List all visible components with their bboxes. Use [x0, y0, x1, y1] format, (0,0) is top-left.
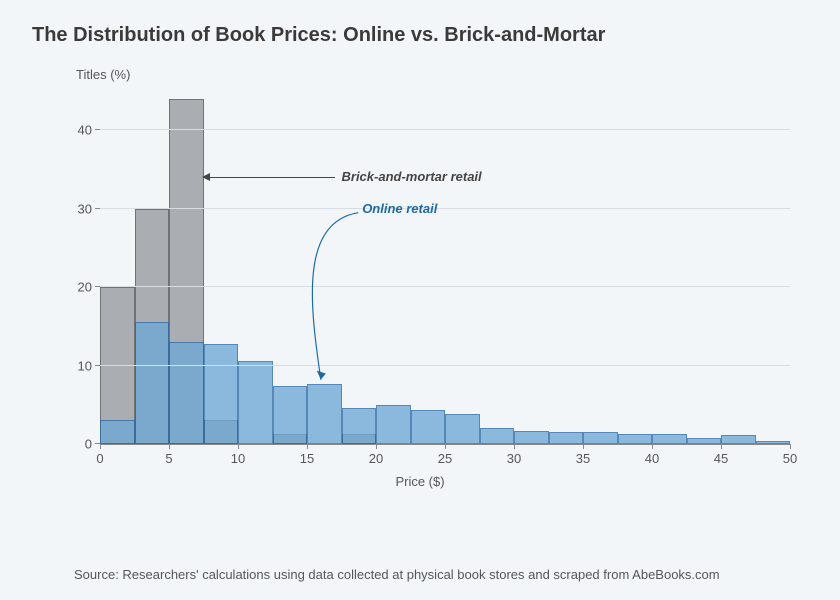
y-tick-mark	[95, 208, 100, 209]
annotation-brick: Brick-and-mortar retail	[342, 169, 482, 184]
x-tick-mark	[169, 444, 170, 449]
plot-region: 01020304005101520253035404550 Brick-and-…	[100, 91, 790, 445]
online-bar	[445, 414, 480, 444]
online-bar	[376, 405, 411, 444]
x-tick-mark	[307, 444, 308, 449]
chart-title: The Distribution of Book Prices: Online …	[32, 24, 808, 47]
x-tick-mark	[445, 444, 446, 449]
bars-online	[100, 91, 790, 444]
gridline	[100, 129, 790, 130]
x-tick-mark	[652, 444, 653, 449]
chart-area: Titles (%) 01020304005101520253035404550…	[32, 67, 808, 497]
x-tick-label: 25	[438, 451, 452, 466]
x-tick-label: 5	[165, 451, 172, 466]
y-tick-label: 0	[62, 437, 92, 452]
online-bar	[721, 435, 756, 444]
x-tick-label: 0	[96, 451, 103, 466]
x-tick-label: 35	[576, 451, 590, 466]
source-text: Source: Researchers' calculations using …	[74, 567, 720, 582]
x-axis-label: Price ($)	[395, 474, 444, 489]
arrow-head-icon	[202, 173, 210, 181]
online-bar	[618, 434, 653, 444]
online-bar	[238, 361, 273, 444]
y-axis-label: Titles (%)	[76, 67, 130, 82]
x-tick-mark	[514, 444, 515, 449]
online-bar	[583, 432, 618, 444]
online-bar	[687, 438, 722, 444]
x-tick-mark	[238, 444, 239, 449]
online-bar	[307, 384, 342, 444]
y-tick-label: 30	[62, 201, 92, 216]
x-tick-mark	[376, 444, 377, 449]
arrow-line	[210, 177, 335, 178]
y-tick-mark	[95, 129, 100, 130]
online-bar	[169, 342, 204, 444]
x-tick-label: 50	[783, 451, 797, 466]
x-tick-mark	[100, 444, 101, 449]
online-bar	[756, 441, 791, 444]
annotation-online: Online retail	[362, 201, 437, 216]
online-bar	[480, 428, 515, 444]
x-tick-label: 20	[369, 451, 383, 466]
online-bar	[411, 410, 446, 445]
online-bar	[100, 420, 135, 444]
chart-container: The Distribution of Book Prices: Online …	[0, 0, 840, 600]
x-tick-label: 40	[645, 451, 659, 466]
online-bar	[135, 322, 170, 444]
x-tick-label: 15	[300, 451, 314, 466]
online-bar	[514, 431, 549, 444]
gridline	[100, 208, 790, 209]
y-tick-label: 40	[62, 123, 92, 138]
x-tick-label: 45	[714, 451, 728, 466]
y-tick-label: 10	[62, 358, 92, 373]
gridline	[100, 365, 790, 366]
y-tick-mark	[95, 365, 100, 366]
online-bar	[342, 408, 377, 444]
x-tick-mark	[790, 444, 791, 449]
y-tick-mark	[95, 286, 100, 287]
online-bar	[549, 432, 584, 444]
x-tick-label: 10	[231, 451, 245, 466]
x-tick-mark	[721, 444, 722, 449]
online-bar	[273, 386, 308, 444]
x-tick-mark	[583, 444, 584, 449]
gridline	[100, 286, 790, 287]
online-bar	[652, 434, 687, 444]
x-tick-label: 30	[507, 451, 521, 466]
y-tick-label: 20	[62, 280, 92, 295]
online-bar	[204, 344, 239, 444]
